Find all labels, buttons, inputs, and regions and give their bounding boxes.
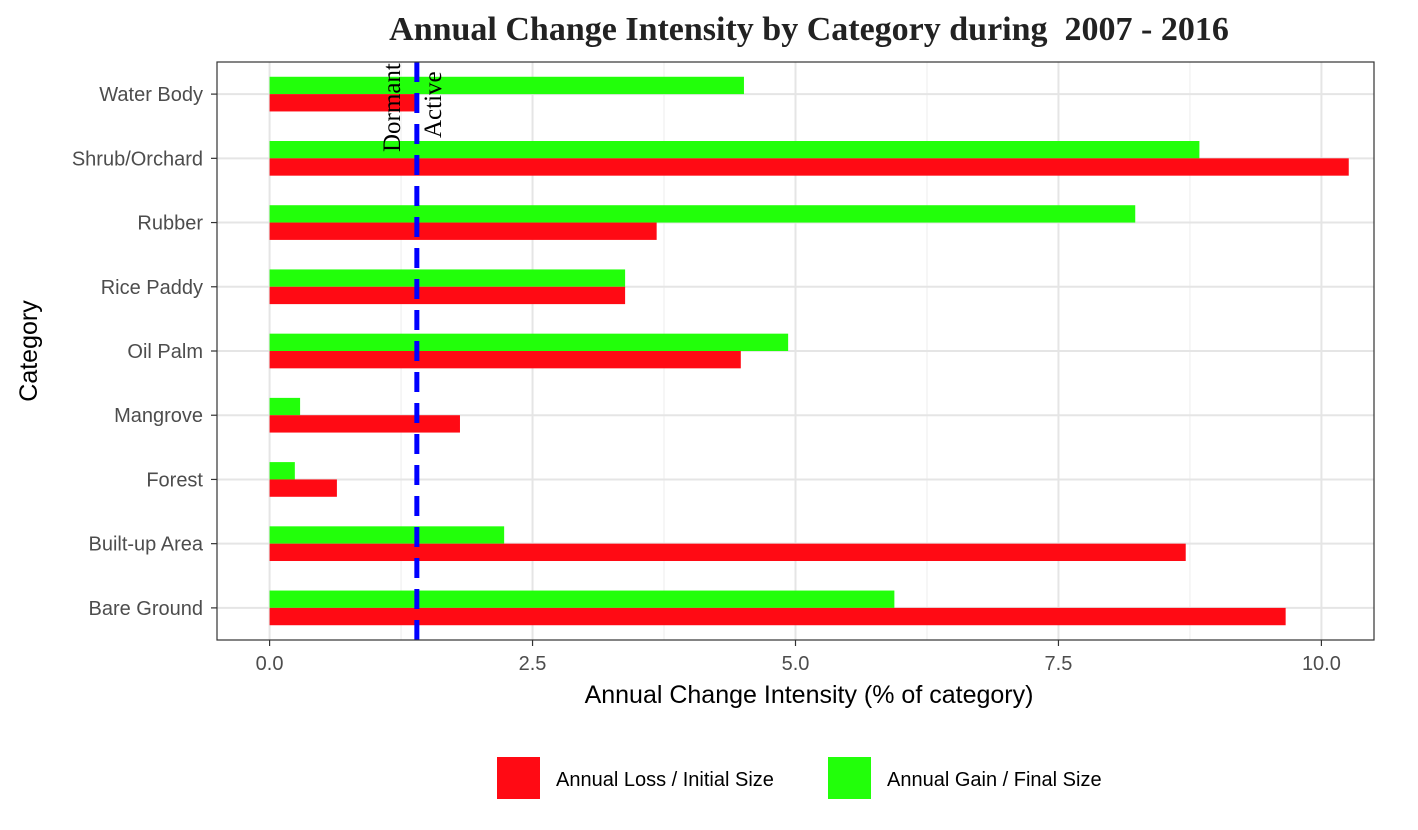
x-tick-label: 7.5: [1045, 653, 1073, 675]
bar-gain: [269, 269, 626, 287]
bar-gain: [269, 333, 789, 351]
y-tick-label: Built-up Area: [88, 534, 203, 556]
bars: [269, 76, 1349, 626]
y-tick-label: Bare Ground: [88, 598, 203, 620]
bar-gain: [269, 397, 301, 416]
bar-gain: [269, 462, 295, 480]
x-axis-title: Annual Change Intensity (% of category): [585, 681, 1034, 709]
bar-loss: [269, 607, 1286, 626]
reference-line-group: Dormant Active: [379, 62, 447, 640]
y-tick-label: Forest: [146, 469, 203, 491]
reference-label-active: Active: [420, 71, 447, 138]
y-tick-label: Mangrove: [114, 405, 203, 427]
x-axis: 0.0 2.5 5.0 7.5 10.0: [256, 640, 1341, 675]
plot-area: Dormant Active: [216, 61, 1375, 641]
bar-loss: [269, 286, 626, 305]
bar-loss: [269, 158, 1349, 176]
x-tick-label: 2.5: [519, 653, 547, 675]
bar-loss: [269, 543, 1186, 562]
legend-label: Annual Loss / Initial Size: [556, 769, 774, 791]
y-tick-label: Water Body: [99, 84, 203, 106]
bar-loss: [269, 479, 337, 497]
y-tick-label: Shrub/Orchard: [72, 148, 203, 170]
bar-gain: [269, 205, 1136, 223]
y-tick-label: Oil Palm: [127, 341, 203, 363]
x-tick-label: 0.0: [256, 653, 284, 675]
bar-gain: [269, 140, 1200, 159]
legend-swatch: [828, 757, 871, 799]
bar-gain: [269, 590, 895, 608]
bar-gain: [269, 526, 505, 544]
legend-swatch: [497, 757, 540, 799]
y-tick-label: Rubber: [137, 213, 203, 235]
y-axis-title: Category: [15, 300, 43, 402]
bar-loss: [269, 351, 741, 369]
y-tick-label: Rice Paddy: [101, 277, 203, 299]
chart-title: Annual Change Intensity by Category duri…: [389, 11, 1229, 48]
legend: Annual Loss / Initial Size Annual Gain / …: [497, 757, 1102, 799]
reference-label-dormant: Dormant: [379, 63, 406, 152]
y-axis: Water Body Shrub/Orchard Rubber Rice Paddy O…: [72, 84, 217, 620]
bar-loss: [269, 94, 419, 112]
x-tick-label: 5.0: [782, 653, 810, 675]
bar-gain: [269, 76, 744, 95]
legend-label: Annual Gain / Final Size: [887, 769, 1102, 791]
bar-loss: [269, 222, 657, 240]
x-tick-label: 10.0: [1302, 653, 1341, 675]
bar-loss: [269, 415, 460, 433]
